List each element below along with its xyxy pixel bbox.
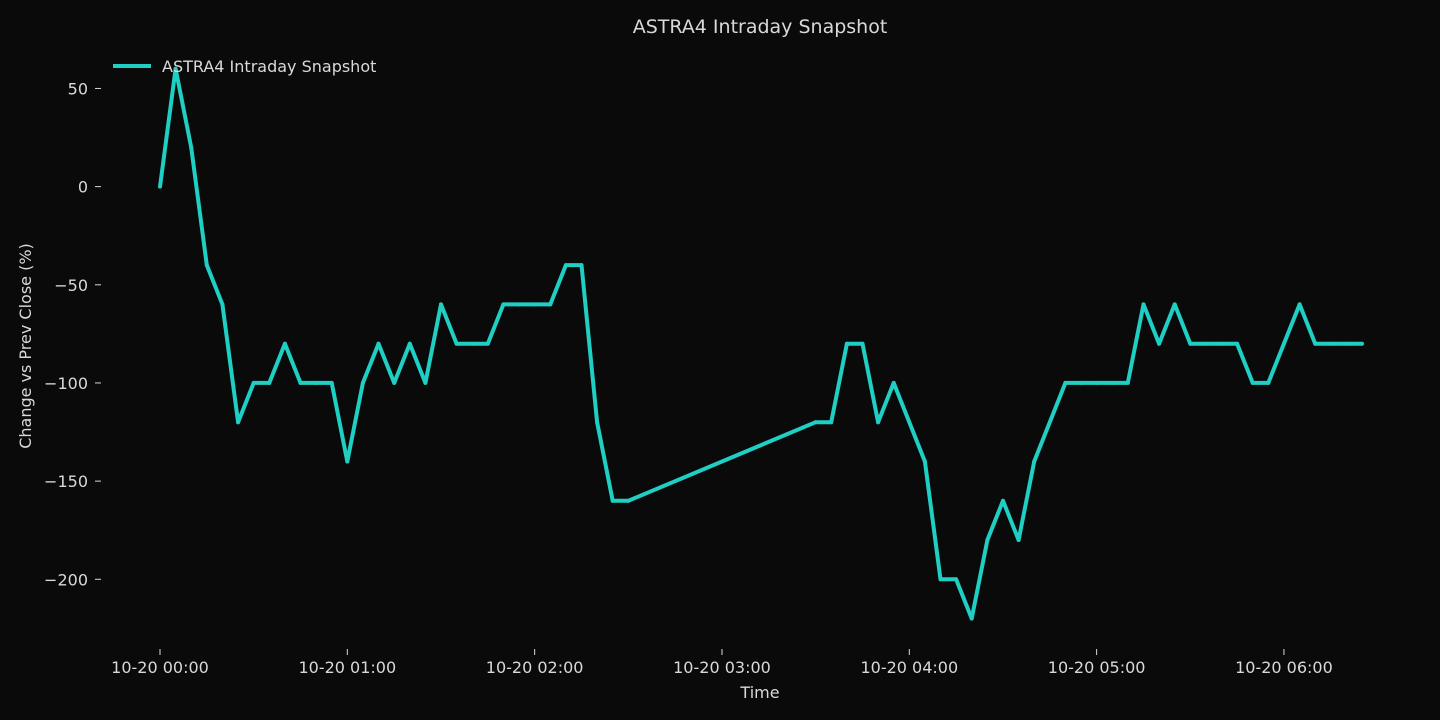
y-tick-label: −50	[54, 276, 88, 295]
data-point	[329, 380, 334, 385]
data-point	[1235, 341, 1240, 346]
data-point	[1360, 341, 1364, 346]
data-point	[563, 263, 568, 268]
data-point	[298, 380, 303, 385]
y-tick-label: −100	[44, 374, 88, 393]
data-point	[251, 380, 256, 385]
x-axis-label: Time	[739, 683, 779, 702]
data-point	[532, 302, 537, 307]
data-point	[985, 538, 990, 542]
data-point	[1001, 498, 1005, 503]
data-point	[860, 341, 865, 346]
data-point	[1094, 380, 1099, 385]
data-point	[282, 341, 287, 346]
data-point	[626, 498, 631, 503]
x-tick-label: 10-20 02:00	[486, 658, 584, 677]
chart-title: ASTRA4 Intraday Snapshot	[633, 16, 888, 38]
data-point	[844, 341, 849, 346]
data-point	[439, 302, 443, 307]
data-point	[267, 380, 272, 385]
data-point	[189, 145, 194, 150]
data-point	[969, 616, 974, 621]
data-point	[376, 341, 381, 346]
data-point	[922, 459, 927, 464]
series-layer	[158, 66, 1364, 621]
data-point	[423, 380, 428, 385]
legend-label: ASTRA4 Intraday Snapshot	[162, 57, 376, 76]
data-point	[407, 341, 412, 346]
data-point	[579, 263, 584, 268]
data-point	[173, 66, 178, 71]
data-point	[1157, 341, 1162, 346]
y-tick-label: 50	[68, 79, 88, 98]
data-point	[392, 380, 397, 385]
data-point	[1281, 341, 1286, 346]
data-point	[501, 302, 506, 307]
x-tick-label: 10-20 06:00	[1235, 658, 1333, 677]
data-point	[1188, 341, 1193, 346]
data-point	[548, 302, 553, 307]
data-point	[1125, 380, 1130, 385]
data-point	[938, 577, 943, 582]
data-point	[829, 420, 834, 425]
data-point	[360, 380, 365, 385]
data-point	[1297, 302, 1302, 307]
data-point	[1016, 538, 1021, 542]
y-tick-label: −200	[44, 570, 88, 589]
data-point	[891, 380, 896, 385]
data-point	[1032, 459, 1037, 464]
data-point	[1141, 302, 1146, 307]
data-point	[954, 577, 959, 582]
data-point	[813, 420, 818, 425]
data-point	[1172, 302, 1177, 307]
data-point	[1313, 341, 1318, 346]
legend: ASTRA4 Intraday Snapshot	[113, 57, 376, 76]
data-point	[236, 420, 241, 425]
x-axis-ticks: 10-20 00:00 10-20 01:00 10-20 02:00 10-20 0…	[111, 649, 1333, 677]
y-tick-label: −150	[44, 472, 88, 491]
data-point	[204, 263, 209, 268]
data-point	[1344, 341, 1349, 346]
data-point	[470, 341, 475, 346]
data-point	[1328, 341, 1333, 346]
data-point	[1079, 380, 1083, 385]
data-point	[1250, 380, 1255, 385]
data-point	[610, 498, 615, 503]
data-point	[485, 341, 490, 346]
data-point	[595, 420, 600, 425]
data-point	[220, 302, 225, 307]
data-point	[1063, 380, 1068, 385]
y-tick-label: 0	[78, 178, 88, 197]
x-tick-label: 10-20 01:00	[298, 658, 396, 677]
y-axis-ticks: 50 0 −50 −100 −150 −200	[44, 79, 101, 589]
data-point	[1110, 380, 1115, 385]
data-point	[876, 420, 881, 425]
data-point	[314, 380, 319, 385]
x-tick-label: 10-20 05:00	[1048, 658, 1146, 677]
data-point	[454, 341, 459, 346]
data-point	[345, 459, 350, 464]
data-point	[517, 302, 521, 307]
y-axis-label: Change vs Prev Close (%)	[16, 243, 35, 449]
x-tick-label: 10-20 03:00	[673, 658, 771, 677]
data-point	[1266, 380, 1271, 385]
x-tick-label: 10-20 00:00	[111, 658, 209, 677]
data-point	[1219, 341, 1224, 346]
data-point	[1203, 341, 1208, 346]
x-tick-label: 10-20 04:00	[860, 658, 958, 677]
data-point	[158, 184, 162, 189]
